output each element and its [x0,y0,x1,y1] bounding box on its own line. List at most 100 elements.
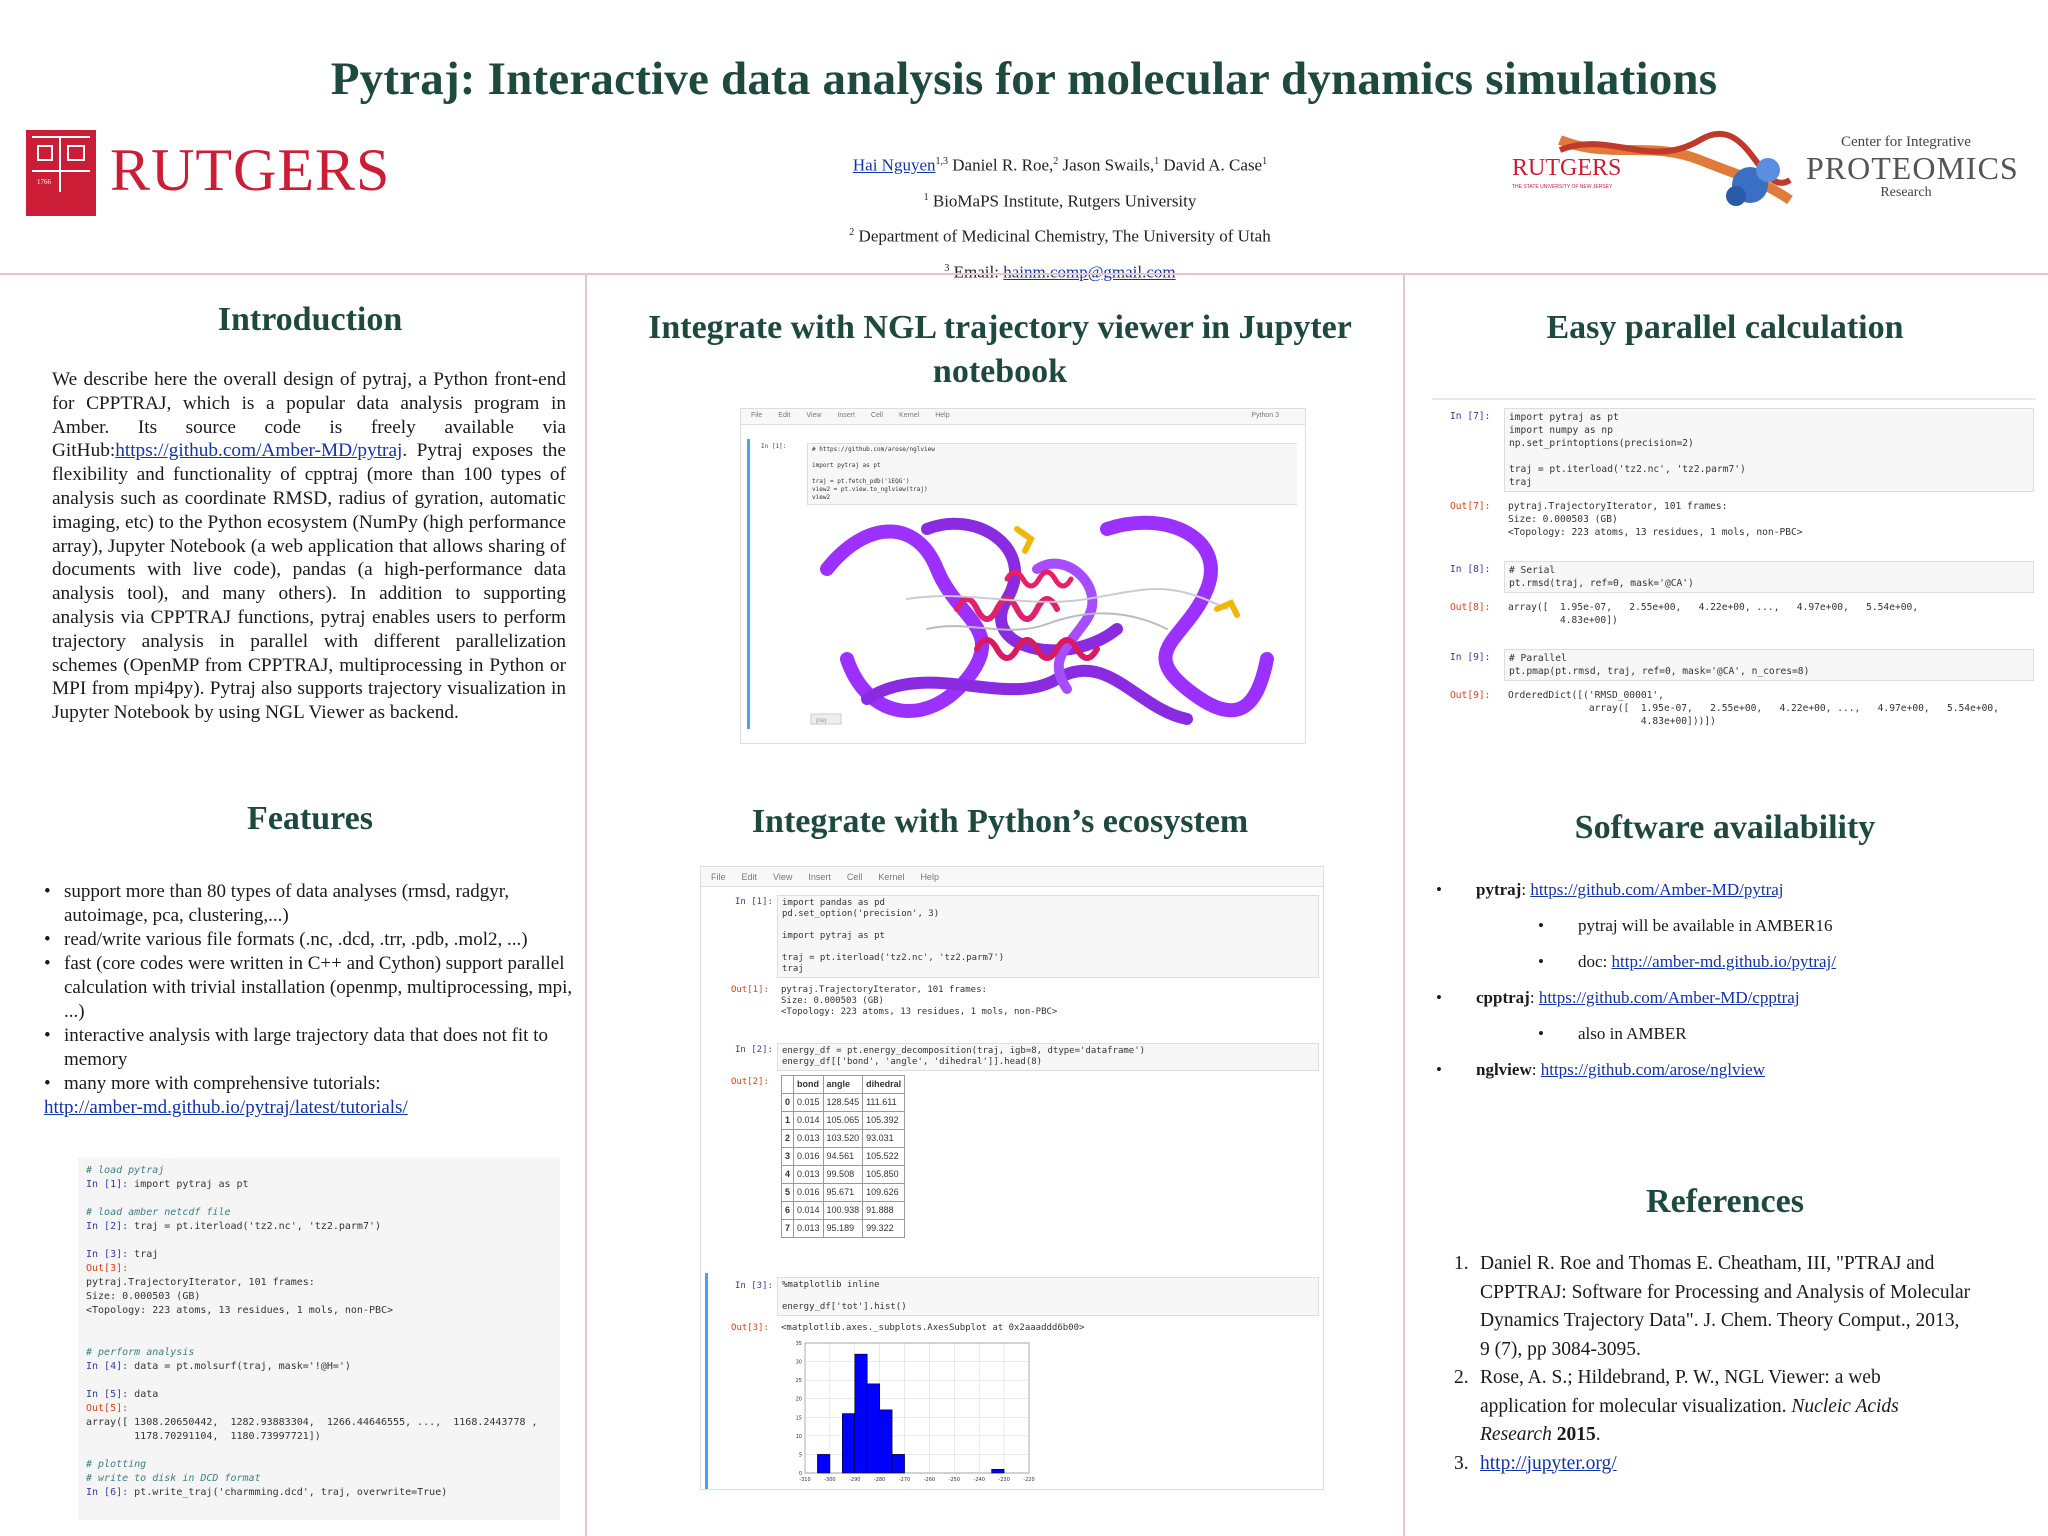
code-comment: # plotting [86,1459,147,1470]
menu-item[interactable]: View [806,412,822,419]
menu-item[interactable]: Insert [808,872,831,882]
code-comment: # write to disk in DCD format [86,1473,261,1484]
software-subitem: pytraj will be available in AMBER16 [1434,908,1994,944]
eco-prompt-2: In [2]: [735,1045,773,1055]
y-tick-label: 35 [796,1341,802,1347]
features-list: support more than 80 types of data analy… [44,880,574,1120]
code-line: import pytraj as pt [812,462,881,469]
y-tick-label: 30 [796,1360,802,1366]
pytraj-github-link[interactable]: https://github.com/Amber-MD/pytraj [1530,880,1784,899]
table-cell: 105.850 [862,1165,906,1184]
affil-sup: 1 [923,191,929,203]
code-line [812,454,1297,462]
email-link[interactable]: hainm.comp@gmail.com [1003,263,1175,282]
pytraj-code-example: # load pytraj In [1]: import pytraj as pt… [78,1158,560,1520]
table-cell: 95.671 [822,1183,864,1202]
author-sup: 1 [1154,156,1160,167]
menu-item[interactable]: Insert [837,412,855,419]
table-cell: 0 [780,1093,795,1112]
jupyter-link[interactable]: http://jupyter.org/ [1480,1452,1617,1474]
code-line [86,1192,552,1206]
tutorial-link[interactable]: http://amber-md.github.io/pytraj/latest/… [44,1097,408,1118]
code-line [86,1332,552,1346]
code-line [86,1318,552,1332]
table-row: 1 0.014 105.065 105.392 [780,1111,906,1130]
code-comment: # load amber netcdf file [86,1207,231,1218]
kernel-indicator: Python 3 [1251,412,1279,419]
software-name: pytraj [1476,880,1522,899]
x-tick-label: -230 [998,1477,1009,1483]
table-cell: 111.611 [862,1093,906,1112]
code-prompt: In [2]: [86,1221,135,1232]
code-line: Out[5]: [86,1402,552,1416]
menu-item[interactable]: Edit [778,412,791,419]
menu-item[interactable]: Cell [846,872,863,882]
table-cell: 6 [780,1201,795,1220]
table-row: 2 0.013 103.520 93.031 [780,1129,906,1148]
menu-item[interactable]: File [751,412,763,419]
software-heading: Software availability [1574,809,1876,846]
table-cell: 91.888 [862,1201,906,1220]
code-text: array([ 1308.20650442, 1282.93883304, 12… [86,1417,538,1428]
menu-item[interactable]: Edit [741,872,758,882]
eco-out-prompt-1: Out[1]: [731,985,769,995]
cpptraj-github-link[interactable]: https://github.com/Amber-MD/cpptraj [1538,988,1800,1007]
menu-item[interactable]: Kernel [898,412,920,419]
features-heading: Features [247,800,373,837]
table-cell: 0.013 [793,1165,824,1184]
code-text [86,1333,92,1344]
software-name: nglview [1476,1060,1532,1079]
code-text [86,1235,92,1246]
play-button[interactable] [810,713,842,725]
code-line: traj [1509,477,1533,488]
code-line: import numpy as np [1509,425,1613,436]
table-cell: 99.508 [822,1165,864,1184]
ngl-heading: Integrate with NGL trajectory viewer in … [648,309,1352,390]
code-line: # Serial [1509,565,1556,576]
histogram-bar [854,1353,868,1474]
table-row: 4 0.013 99.508 105.850 [780,1165,906,1184]
table-cell: 4 [780,1165,795,1184]
code-line: In [6]: pt.write_traj('charmming.dcd', t… [86,1486,552,1500]
code-line [86,1234,552,1248]
code-line [812,470,1297,478]
table-cell: 0.016 [793,1183,824,1202]
parallel-heading: Easy parallel calculation [1546,309,1904,346]
first-author-link[interactable]: Hai Nguyen [852,155,936,175]
cip-text: Center for Integrative PROTEOMICS Resear… [1806,134,2018,201]
code-line: array([ 1.95e-07, 2.55e+00, 4.22e+00, ..… [1508,703,1999,714]
ref-year: 2015 [1551,1424,1596,1445]
x-tick-label: -250 [949,1477,960,1483]
plot-area [804,1342,1030,1474]
ref-num: 1. [1454,1253,1469,1274]
parallel-prompt: In [9]: [1450,652,1491,663]
table-cell: 99.322 [862,1219,906,1238]
menu-item[interactable]: Help [920,872,939,882]
x-tick-label: -280 [874,1477,885,1483]
menu-item[interactable]: Kernel [878,872,905,882]
nglview-github-link[interactable]: https://github.com/arose/nglview [1540,1060,1765,1079]
code-line [782,1291,1314,1302]
table-cell: 105.065 [822,1111,864,1130]
affil-text: Department of Medicinal Chemistry, The U… [858,226,1271,246]
proteomics-logo: RUTGERS THE STATE UNIVERSITY OF NEW JERS… [1500,130,2018,214]
code-prompt: Out[3]: [86,1263,129,1274]
menu-item[interactable]: View [773,872,793,882]
code-text: <Topology: 223 atoms, 13 residues, 1 mol… [86,1305,394,1316]
code-line: energy_df = pt.energy_decomposition(traj… [782,1046,1146,1056]
table-cell: 0.013 [793,1219,824,1238]
pytraj-doc-link[interactable]: http://amber-md.github.io/pytraj/ [1611,952,1836,971]
menu-item[interactable]: Cell [870,412,883,419]
github-link[interactable]: https://github.com/Amber-MD/pytraj [115,440,403,462]
software-item-nglview: nglview: https://github.com/arose/nglvie… [1434,1052,1994,1088]
code-text: pytraj.TrajectoryIterator, 101 frames: [86,1277,315,1288]
cell-focus-bar [705,1273,708,1489]
doc-label: doc: [1578,952,1612,971]
table-row: 7 0.013 95.189 99.322 [780,1219,906,1238]
code-line: 1178.70291104, 1180.73997721]) [86,1430,552,1444]
ref-text: Daniel R. Roe and Thomas E. Cheatham, II… [1480,1253,1971,1360]
author-line: Hai Nguyen1,3 Daniel R. Roe,2 Jason Swai… [700,146,1420,182]
menu-item[interactable]: File [711,872,726,882]
feature-item: interactive analysis with large trajecto… [44,1024,574,1072]
menu-item[interactable]: Help [935,412,950,419]
